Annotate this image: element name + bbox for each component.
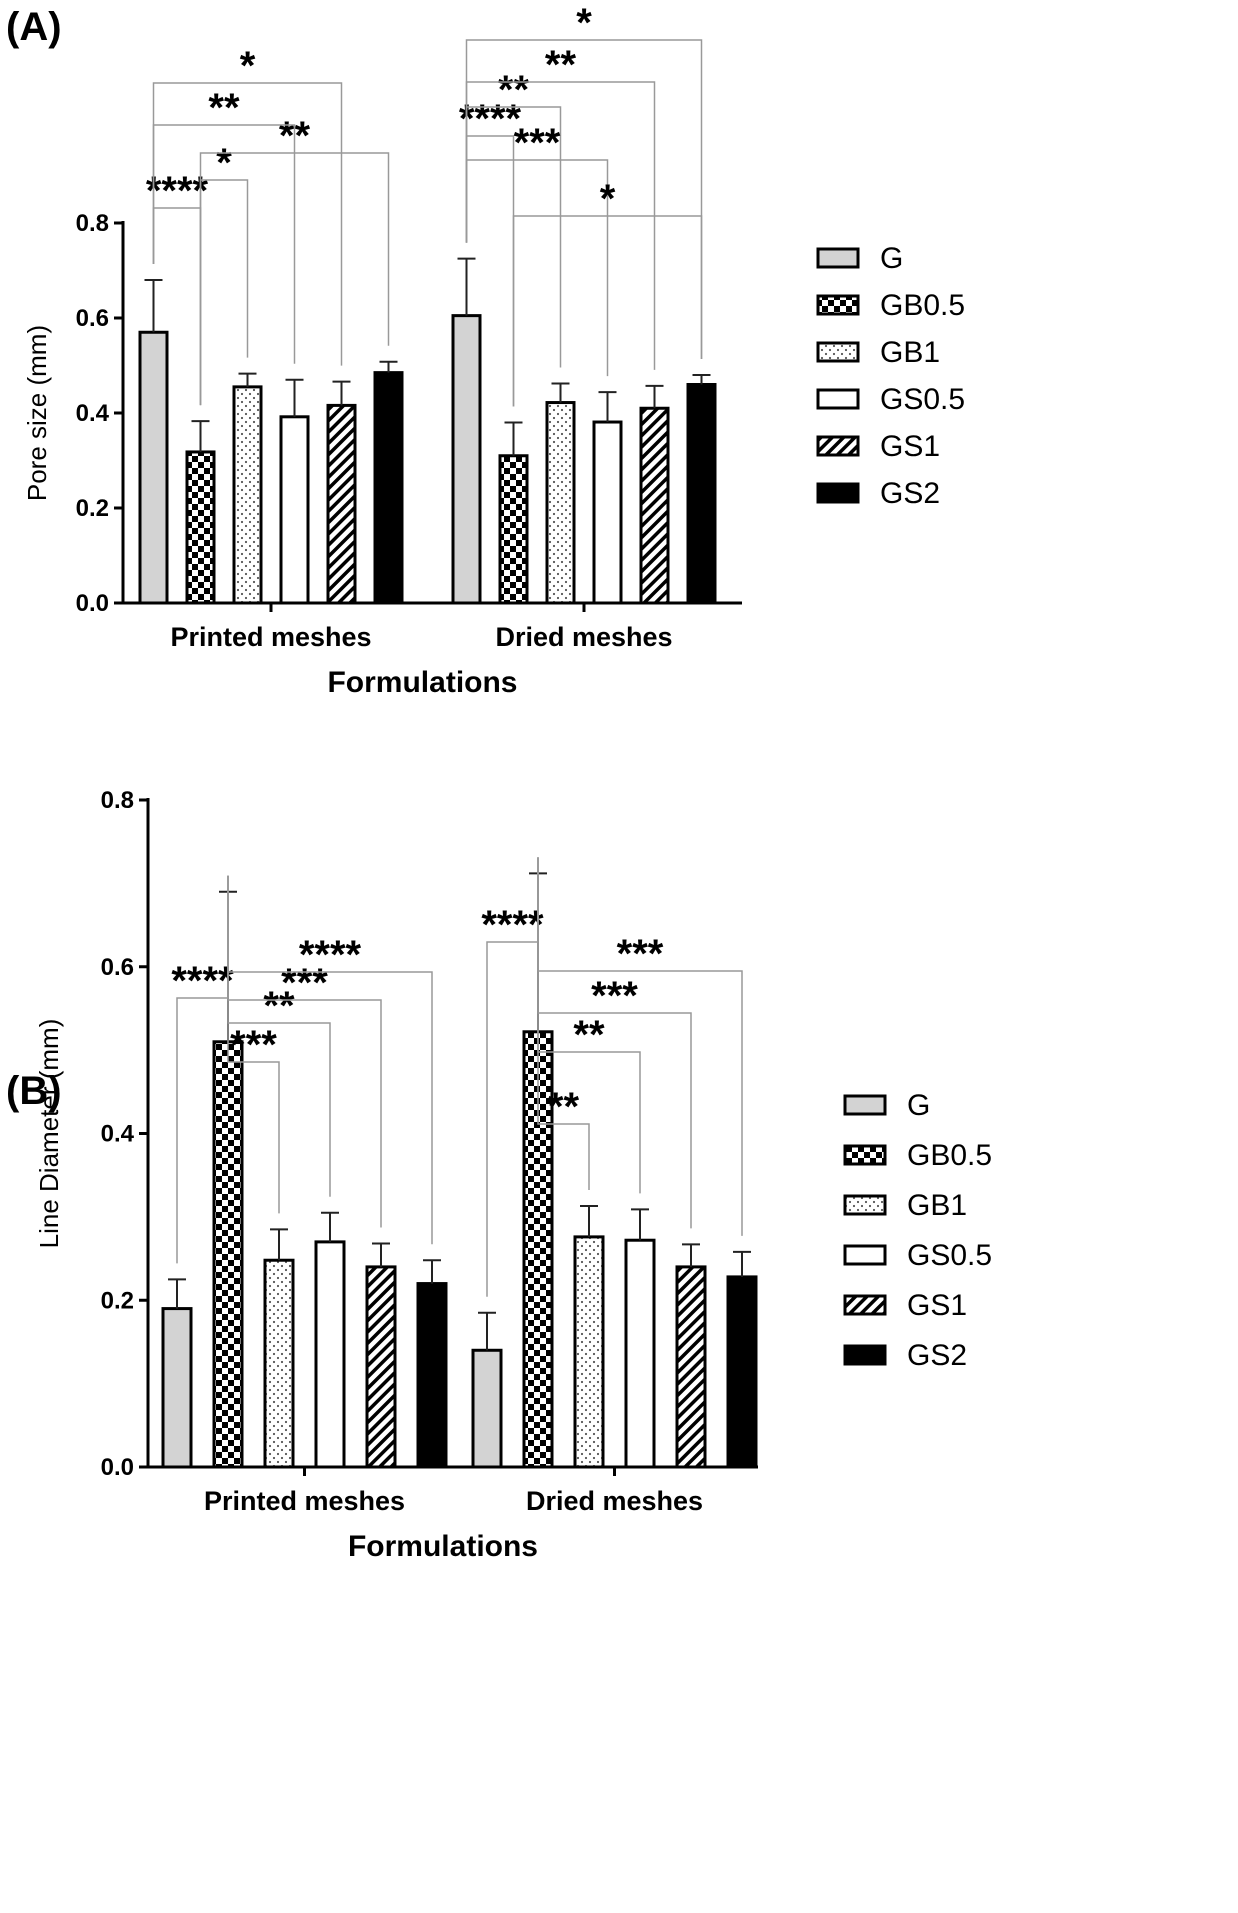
x-tick-label-dried-meshes: Dried meshes bbox=[526, 1486, 703, 1516]
bar-gb1-printed-meshes bbox=[232, 385, 263, 605]
bar-gs0-5-dried-meshes bbox=[624, 1238, 656, 1469]
significance-label: ** bbox=[263, 984, 295, 1028]
bar-g-printed-meshes bbox=[138, 330, 169, 605]
legend-swatch-gb1 bbox=[843, 1194, 887, 1216]
legend-swatch-gs2 bbox=[843, 1344, 887, 1366]
bar-gs0-5-printed-meshes bbox=[279, 415, 310, 605]
legend-swatch-gs2 bbox=[816, 482, 860, 504]
panel-label-b: (B) bbox=[6, 1069, 62, 1113]
legend-label-gs1: GS1 bbox=[880, 430, 940, 463]
significance-label: *** bbox=[514, 121, 561, 165]
x-axis-title: Formulations bbox=[348, 1530, 538, 1563]
significance-bracket bbox=[465, 39, 703, 359]
significance-label: *** bbox=[281, 961, 328, 1005]
significance-label: **** bbox=[459, 97, 522, 141]
panel-b-line-diameter-chart: (B) 0.0 0.2 0.4 0.6 0.8 Printed meshes Dried m… bbox=[6, 787, 992, 1563]
significance-label: ** bbox=[498, 68, 530, 112]
bar-gb0-5-dried-meshes bbox=[498, 454, 529, 605]
x-tick-label-dried-meshes: Dried meshes bbox=[495, 622, 672, 652]
bar-gs2-dried-meshes bbox=[686, 383, 717, 605]
y-tick-label: 0.6 bbox=[76, 305, 109, 332]
significance-label: ** bbox=[548, 1085, 580, 1129]
significance-bracket bbox=[537, 857, 743, 1236]
y-tick-label: 0.0 bbox=[101, 1454, 134, 1481]
x-tick-label-printed-meshes: Printed meshes bbox=[204, 1486, 405, 1516]
panel-a-pore-size-chart: (A) 0.0 0.2 0.4 0.6 0.8 Printed meshes Dried m… bbox=[6, 1, 965, 699]
legend-swatch-g bbox=[816, 247, 860, 269]
legend-label-gb1: GB1 bbox=[907, 1189, 967, 1222]
bar-gs1-dried-meshes bbox=[639, 406, 670, 605]
y-tick-label: 0.6 bbox=[101, 954, 134, 981]
legend-swatch-g bbox=[843, 1094, 887, 1116]
significance-label: **** bbox=[146, 169, 209, 213]
bar-gs1-printed-meshes bbox=[326, 403, 357, 605]
significance-bracket bbox=[199, 179, 249, 406]
y-axis-title: Line Diameter (mm) bbox=[34, 1019, 64, 1249]
bar-gb1-dried-meshes bbox=[545, 401, 576, 605]
legend-swatch-gs0-5 bbox=[816, 388, 860, 410]
significance-bracket bbox=[512, 215, 703, 407]
legend-label-gb1: GB1 bbox=[880, 336, 940, 369]
significance-label: ** bbox=[208, 86, 240, 130]
significance-label: **** bbox=[171, 959, 234, 1003]
legend-swatch-gs1 bbox=[816, 435, 860, 457]
panel-label-a: (A) bbox=[6, 5, 62, 49]
legend-swatch-gb0-5 bbox=[843, 1144, 887, 1166]
y-tick-label: 0.2 bbox=[101, 1287, 134, 1314]
significance-bracket bbox=[465, 159, 609, 377]
significance-bracket bbox=[537, 857, 692, 1229]
bar-gb0-5-printed-meshes bbox=[212, 1040, 244, 1469]
legend-label-gb0-5: GB0.5 bbox=[880, 289, 965, 322]
bar-g-dried-meshes bbox=[451, 314, 482, 605]
y-tick-label: 0.4 bbox=[76, 400, 110, 427]
legend-label-gs2: GS2 bbox=[907, 1339, 967, 1372]
significance-label: * bbox=[600, 177, 616, 221]
legend-label-gb0-5: GB0.5 bbox=[907, 1139, 992, 1172]
bar-gs2-printed-meshes bbox=[416, 1282, 448, 1469]
bar-gs0-5-printed-meshes bbox=[314, 1240, 346, 1469]
bar-g-dried-meshes bbox=[471, 1348, 503, 1469]
y-tick-label: 0.4 bbox=[101, 1121, 135, 1148]
bar-gs2-dried-meshes bbox=[726, 1275, 758, 1469]
significance-label: * bbox=[576, 1, 592, 45]
significance-label: ** bbox=[573, 1013, 605, 1057]
bar-gs0-5-dried-meshes bbox=[592, 420, 623, 605]
y-tick-label: 0.8 bbox=[101, 787, 134, 814]
legend-label-g: G bbox=[907, 1089, 930, 1122]
significance-label: *** bbox=[617, 932, 664, 976]
significance-bracket bbox=[227, 875, 433, 1245]
bar-gs2-printed-meshes bbox=[373, 371, 404, 605]
legend-swatch-gs1 bbox=[843, 1294, 887, 1316]
legend-label-g: G bbox=[880, 242, 903, 275]
y-axis-title: Pore size (mm) bbox=[22, 325, 52, 501]
significance-label: **** bbox=[299, 933, 362, 977]
significance-label: * bbox=[216, 141, 232, 185]
legend-swatch-gb0-5 bbox=[816, 294, 860, 316]
x-axis-title: Formulations bbox=[327, 666, 517, 699]
bar-gs1-dried-meshes bbox=[675, 1265, 707, 1469]
legend-label-gs0-5: GS0.5 bbox=[907, 1239, 992, 1272]
bar-gb1-printed-meshes bbox=[263, 1258, 295, 1469]
legend-label-gs2: GS2 bbox=[880, 477, 940, 510]
bar-g-printed-meshes bbox=[161, 1307, 193, 1469]
bar-gb1-dried-meshes bbox=[573, 1235, 605, 1469]
significance-label: * bbox=[240, 44, 256, 88]
legend-label-gs0-5: GS0.5 bbox=[880, 383, 965, 416]
y-tick-label: 0.0 bbox=[76, 590, 109, 617]
significance-label: ** bbox=[545, 43, 577, 87]
x-tick-label-printed-meshes: Printed meshes bbox=[170, 622, 371, 652]
bar-gb0-5-printed-meshes bbox=[185, 450, 216, 605]
significance-label: *** bbox=[591, 974, 638, 1018]
bar-gs1-printed-meshes bbox=[365, 1265, 397, 1469]
legend-swatch-gs0-5 bbox=[843, 1244, 887, 1266]
y-tick-label: 0.2 bbox=[76, 495, 109, 522]
y-tick-label: 0.8 bbox=[76, 210, 109, 237]
significance-label: **** bbox=[481, 903, 544, 947]
significance-label: *** bbox=[230, 1023, 277, 1067]
significance-bracket bbox=[152, 82, 343, 366]
legend-label-gs1: GS1 bbox=[907, 1289, 967, 1322]
legend-swatch-gb1 bbox=[816, 341, 860, 363]
